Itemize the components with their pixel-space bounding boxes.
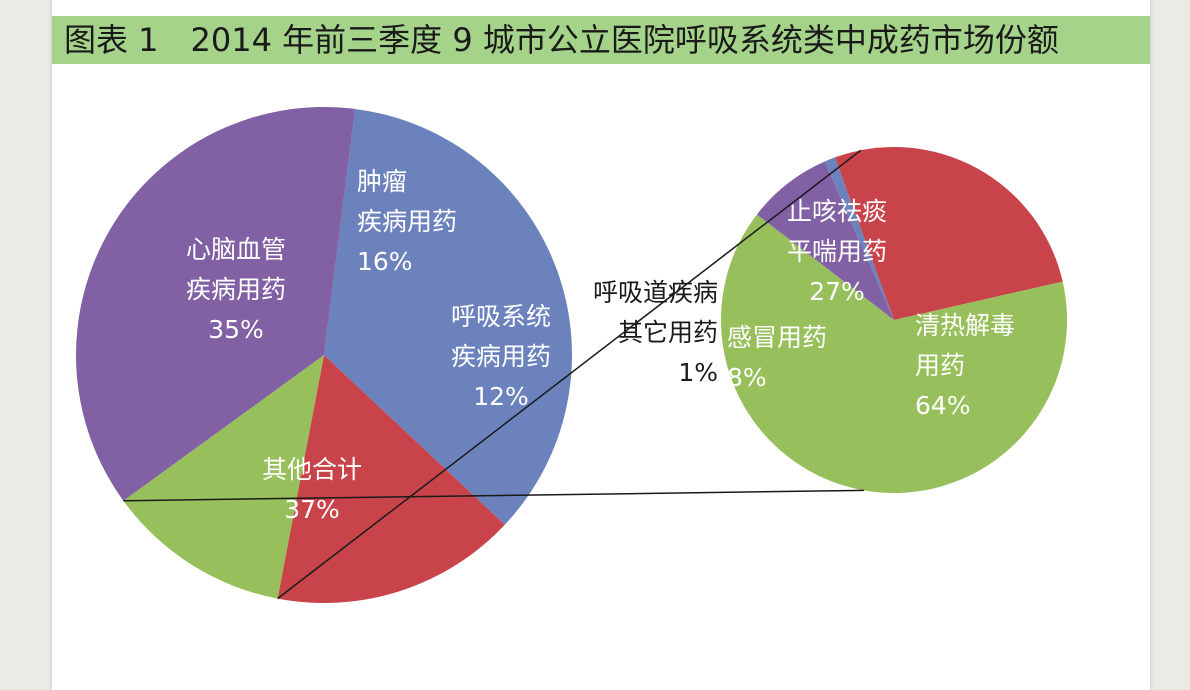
main-pie-slice-label-2: 呼吸系统疾病用药 12% [451,302,551,411]
main-pie-slice-1 [277,355,505,604]
connector-line-bottom [123,489,864,502]
title-bar: 图表 1 2014 年前三季度 9 城市公立医院呼吸系统类中成药市场份额 [52,16,1150,64]
main-pie-slice-3 [76,107,356,501]
secondary-pie-slice-label-0: 止咳祛痰平喘用药 27% [787,197,887,306]
main-pie-slice-label-1: 肿瘤疾病用药 16% [357,167,457,276]
secondary-pie-slice-1 [720,214,1067,493]
secondary-pie-slice-label-3: 呼吸道疾病其它用药 1% [593,278,718,387]
secondary-pie-slice-0 [834,146,1063,320]
chart-page: 图表 1 2014 年前三季度 9 城市公立医院呼吸系统类中成药市场份额 心脑血… [52,0,1150,690]
connector-line-top [277,149,862,600]
main-pie-slice-2 [123,355,324,599]
main-pie-slice-label-0: 心脑血管疾病用药 35% [186,235,286,344]
secondary-pie-slice-3 [824,157,894,320]
secondary-pie-slice-2 [756,161,894,320]
pie-of-pie-chart: 心脑血管疾病用药 35% 肿瘤疾病用药 16% 呼吸系统疾病用药 12% 其他合计 37% 止咳… [76,107,1067,604]
main-pie-slice-label-3: 其他合计 37% [262,455,362,524]
chart-title: 图表 1 2014 年前三季度 9 城市公立医院呼吸系统类中成药市场份额 [64,21,1059,59]
secondary-pie-slice-label-1: 清热解毒用药 64% [915,311,1015,420]
secondary-pie-slice-label-2: 感冒用药 8% [727,323,827,392]
